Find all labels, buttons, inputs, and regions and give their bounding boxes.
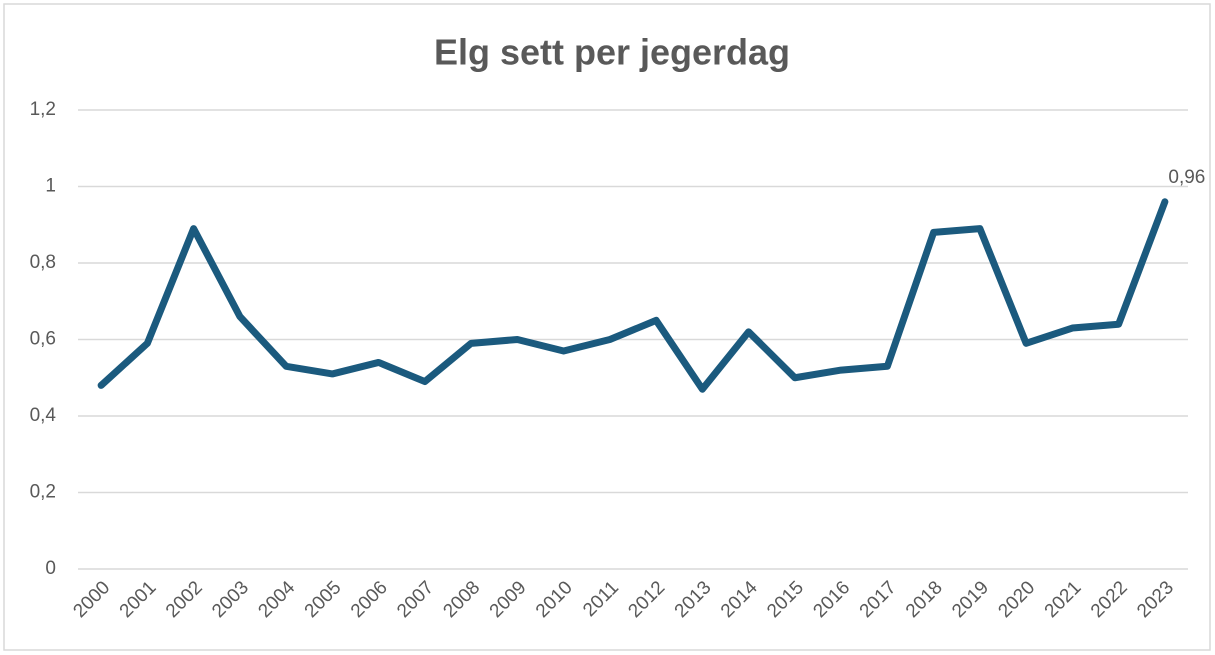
data-line [97, 198, 1169, 393]
y-tick-label: 1 [45, 176, 56, 197]
y-tick-label: 0,6 [30, 329, 56, 350]
y-tick-label: 0,2 [30, 482, 56, 503]
data-label: 0,96 [1168, 167, 1205, 188]
chart-frame [3, 3, 1211, 651]
y-tick-label: 0,8 [30, 252, 56, 273]
y-tick-label: 0 [45, 558, 56, 579]
chart-title: Elg sett per jegerdag [434, 32, 790, 73]
y-tick-label: 0,4 [30, 405, 57, 426]
y-tick-label: 1,2 [30, 99, 56, 120]
